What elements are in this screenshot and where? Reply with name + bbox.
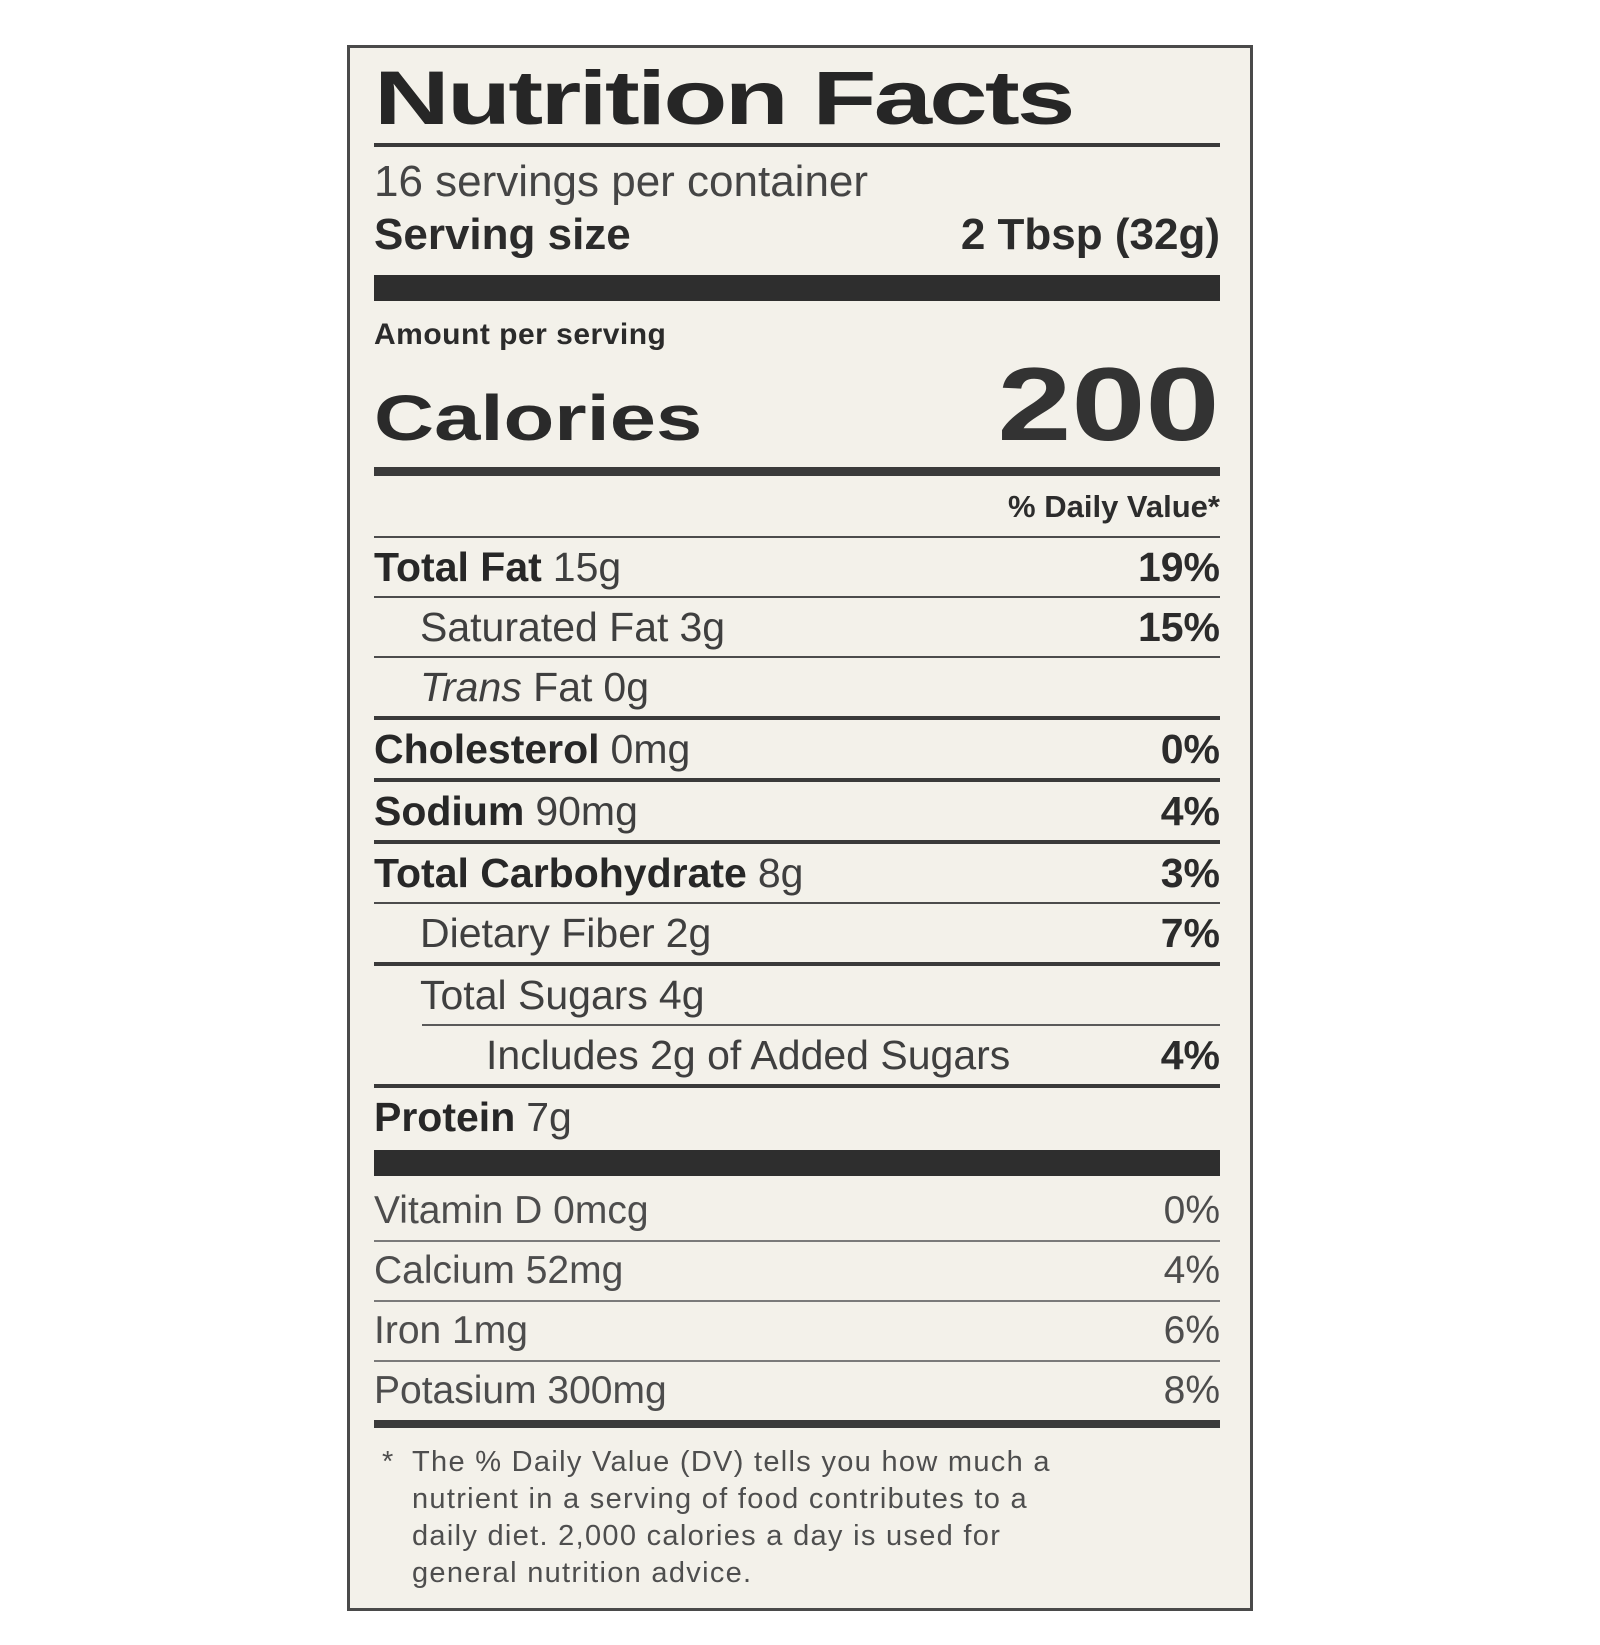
nutrient-row: Total Sugars 4g (374, 962, 1220, 1024)
vitamin-name: Vitamin D 0mcg (374, 1189, 649, 1232)
serving-size-value: 2 Tbsp (32g) (960, 210, 1220, 259)
calories-row: Calories 200 (374, 347, 1220, 463)
vitamin-name: Iron 1mg (374, 1309, 528, 1352)
nutrient-amount: 0mg (610, 726, 691, 772)
serving-size-row: Serving size 2 Tbsp (32g) (374, 208, 1220, 262)
vitamin-name: Potasium 300mg (374, 1369, 667, 1412)
nutrient-amount: 3g (679, 604, 726, 650)
nutrient-row: Saturated Fat 3g 15% (374, 596, 1220, 656)
servings-per-container: 16 servings per container (374, 157, 869, 206)
nutrient-amount: 2g (665, 910, 712, 956)
vitamin-row: Vitamin D 0mcg 0% (374, 1182, 1220, 1240)
nutrient-name: Trans Fat (420, 664, 593, 710)
vitamin-row: Potasium 300mg 8% (374, 1360, 1220, 1420)
vitamin-name: Calcium 52mg (374, 1249, 624, 1292)
separator-bar (374, 275, 1220, 301)
calories-value: 200 (997, 347, 1220, 463)
vitamin-row: Iron 1mg 6% (374, 1300, 1220, 1360)
nutrient-row: Total Carbohydrate 8g 3% (374, 840, 1220, 902)
nutrient-name: Protein (374, 1094, 516, 1140)
label-title: Nutrition Facts (374, 56, 1075, 141)
footnote-rule (374, 1420, 1220, 1428)
vitamin-rows-section: Vitamin D 0mcg 0% Calcium 52mg 4% Iron 1mg 6%… (374, 1182, 1220, 1420)
nutrient-amount: 0g (603, 664, 650, 710)
nutrition-facts-label: Nutrition Facts 16 servings per containe… (347, 45, 1253, 1611)
nutrient-name: Total Fat (374, 544, 542, 590)
vitamin-daily-value: 4% (1163, 1249, 1220, 1292)
calories-label: Calories (374, 382, 703, 454)
nutrient-name: Cholesterol (374, 726, 600, 772)
footnote: * The % Daily Value (DV) tells you how m… (374, 1444, 1220, 1592)
nutrient-daily-value: 19% (1137, 544, 1220, 590)
nutrient-amount: 8g (757, 850, 804, 896)
nutrient-row: Cholesterol 0mg 0% (374, 716, 1220, 778)
vitamin-daily-value: 0% (1163, 1189, 1220, 1232)
nutrient-name: Includes 2g of Added Sugars (486, 1032, 1011, 1078)
nutrient-row: Sodium 90mg 4% (374, 778, 1220, 840)
nutrient-name: Total Carbohydrate (374, 850, 747, 896)
title-rule (374, 143, 1220, 147)
nutrient-name: Dietary Fiber (420, 910, 655, 956)
vitamin-row: Calcium 52mg 4% (374, 1240, 1220, 1300)
nutrient-name: Saturated Fat (420, 604, 669, 650)
nutrient-name: Sodium (374, 788, 525, 834)
separator-bar (374, 1150, 1220, 1176)
nutrient-amount: 90mg (535, 788, 638, 834)
nutrient-daily-value: 4% (1160, 1032, 1220, 1078)
nutrient-amount: 4g (658, 972, 705, 1018)
nutrient-daily-value: 0% (1160, 726, 1220, 772)
nutrient-daily-value: 7% (1160, 910, 1220, 956)
vitamin-daily-value: 8% (1163, 1369, 1220, 1412)
serving-size-label: Serving size (374, 210, 631, 259)
nutrient-amount: 15g (552, 544, 622, 590)
nutrient-daily-value: 15% (1137, 604, 1220, 650)
nutrient-daily-value: 3% (1160, 850, 1220, 896)
nutrient-name: Total Sugars (420, 972, 648, 1018)
vitamin-daily-value: 6% (1163, 1309, 1220, 1352)
nutrient-row: Includes 2g of Added Sugars 4% (422, 1024, 1220, 1084)
nutrient-row: Trans Fat 0g (374, 656, 1220, 716)
nutrient-rows-section: Total Fat 15g 19% Saturated Fat 3g 15% Trans F… (374, 536, 1220, 1146)
nutrient-row: Total Fat 15g 19% (374, 536, 1220, 596)
calories-rule (374, 467, 1220, 476)
nutrient-daily-value: 4% (1160, 788, 1220, 834)
footnote-asterisk: * (382, 1446, 395, 1478)
nutrient-row: Protein 7g (374, 1084, 1220, 1146)
nutrient-row: Dietary Fiber 2g 7% (374, 902, 1220, 962)
nutrient-amount: 7g (526, 1094, 572, 1140)
footnote-text: The % Daily Value (DV) tells you how muc… (412, 1446, 1051, 1589)
amount-per-serving-label: Amount per serving (374, 318, 667, 351)
daily-value-header: % Daily Value* (1008, 489, 1220, 524)
